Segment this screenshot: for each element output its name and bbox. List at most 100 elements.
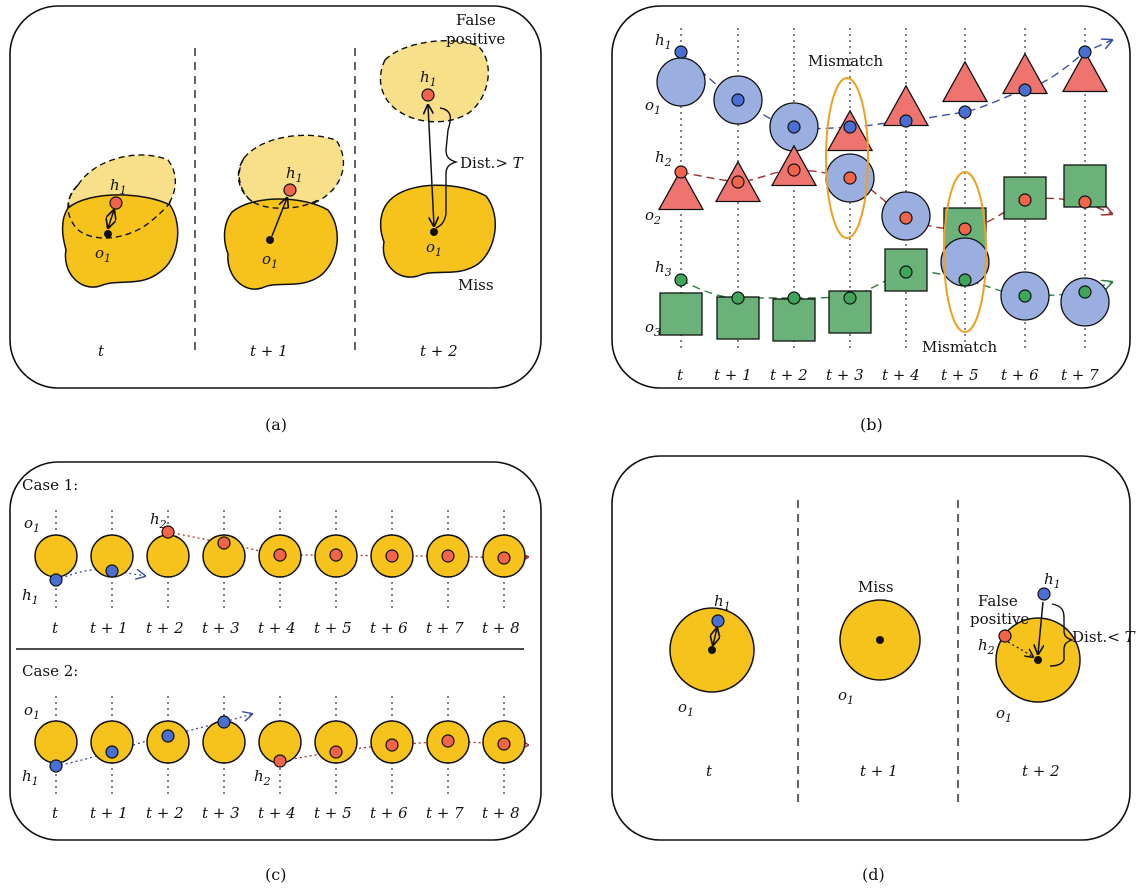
case1-label: Case 1: <box>22 476 78 494</box>
hypothesis-marker <box>273 754 287 768</box>
case1-time-label: t + 3 <box>202 619 240 637</box>
hypothesis-marker <box>497 737 511 751</box>
hypothesis-marker <box>105 564 119 578</box>
svg-text:h1: h1 <box>110 176 127 197</box>
hypothesis-marker <box>958 222 972 236</box>
svg-text:h2: h2 <box>655 148 672 169</box>
case1-time-label: t <box>52 619 59 637</box>
hypothesis-marker <box>329 745 343 759</box>
hypothesis-marker <box>674 45 688 59</box>
hypothesis-marker <box>283 183 297 197</box>
panel-a: h1 o1 t h1 o1 t + 1 h1 o1 False positive… <box>9 5 542 389</box>
svg-text:o1: o1 <box>262 250 278 271</box>
case1-time-label: t + 1 <box>90 619 128 637</box>
case1-time-label: t + 7 <box>426 619 464 637</box>
hypothesis-marker <box>1018 83 1032 97</box>
svg-text:h1: h1 <box>420 68 437 89</box>
panel-d: h1 o1 t Miss o1 t + 1 h1 h2 o1 False pos… <box>611 455 1136 841</box>
false-positive-region <box>379 40 489 123</box>
svg-text:h1: h1 <box>1044 570 1061 591</box>
caption-c: (c) <box>265 865 286 884</box>
hypothesis-marker <box>958 105 972 119</box>
hypothesis-marker <box>329 548 343 562</box>
square-object <box>772 298 816 342</box>
hypothesis-marker <box>787 163 801 177</box>
object-circle <box>146 534 190 578</box>
svg-text:h1: h1 <box>286 164 303 185</box>
panel-b-time-label: t + 6 <box>1001 366 1039 384</box>
svg-text:h2: h2 <box>150 510 167 531</box>
hypothesis-marker <box>843 120 857 134</box>
object-circle <box>34 720 78 764</box>
caption-d: (d) <box>862 865 885 884</box>
panel-a-time-t2: t + 2 <box>420 342 458 360</box>
circle-object <box>656 57 706 107</box>
object-center <box>104 230 112 238</box>
caption-b: (b) <box>860 415 883 434</box>
panel-c-frame <box>9 461 542 841</box>
svg-text:h1: h1 <box>22 767 39 788</box>
miss-label: Miss <box>858 578 894 596</box>
hypothesis-marker <box>273 548 287 562</box>
panel-b-time-label: t + 1 <box>714 366 752 384</box>
svg-text:o1: o1 <box>95 244 111 265</box>
miss-label: Miss <box>458 276 494 294</box>
panel-a-time-t: t <box>98 342 105 360</box>
square-object <box>659 292 703 336</box>
obj-label: o <box>95 244 104 262</box>
hypothesis-marker <box>711 614 725 628</box>
hypothesis-marker <box>674 273 688 287</box>
object-center <box>266 236 274 244</box>
panel-b: Mismatch Mismatch h1 o1 h2 o2 h3 o3 t t +… <box>611 5 1131 389</box>
case2-time-label: t + 6 <box>370 804 408 822</box>
hypothesis-marker <box>1018 193 1032 207</box>
case2-time-label: t + 7 <box>426 804 464 822</box>
panel-b-time-label: t <box>677 366 684 384</box>
panel-b-time-label: t + 3 <box>826 366 864 384</box>
mismatch-label-bottom: Mismatch <box>922 338 997 356</box>
false-positive-label-1: False <box>978 592 1018 610</box>
object-circle <box>90 720 134 764</box>
hypothesis-marker <box>843 171 857 185</box>
svg-text:t: t <box>706 762 713 780</box>
svg-text:t + 1: t + 1 <box>860 762 898 780</box>
hypothesis-marker <box>161 729 175 743</box>
svg-text:o1: o1 <box>678 698 694 719</box>
object-circle <box>34 534 78 578</box>
mismatch-ellipse <box>825 77 869 239</box>
hypothesis-marker <box>217 536 231 550</box>
svg-text:t + 2: t + 2 <box>1022 762 1060 780</box>
triangle-object <box>941 60 989 103</box>
circle-object <box>1060 277 1110 327</box>
hypothesis-marker <box>787 291 801 305</box>
hypothesis-marker <box>421 88 435 102</box>
hypothesis-marker <box>899 265 913 279</box>
panel-c: Case 1: Case 2: o1 h1 h2 o1 h1 h2 t t t + … <box>9 461 542 841</box>
panel-a-time-t1: t + 1 <box>250 342 288 360</box>
hypothesis-marker <box>109 196 123 210</box>
hypothesis-marker <box>843 291 857 305</box>
svg-text:o1: o1 <box>645 96 661 117</box>
svg-text:o1: o1 <box>838 686 854 707</box>
case2-time-label: t + 1 <box>90 804 128 822</box>
case2-time-label: t <box>52 804 59 822</box>
panel-b-time-label: t + 7 <box>1061 366 1099 384</box>
svg-text:o1: o1 <box>426 238 442 259</box>
object-region <box>61 194 179 288</box>
triangle-object <box>1061 50 1109 93</box>
hypothesis-marker <box>787 120 801 134</box>
svg-text:o1: o1 <box>24 701 40 722</box>
hypothesis-marker <box>958 273 972 287</box>
svg-text:h1: h1 <box>22 586 39 607</box>
svg-text:o2: o2 <box>645 206 661 227</box>
false-positive-label-2: positive <box>970 610 1029 628</box>
hypothesis-marker <box>385 549 399 563</box>
hypothesis-marker <box>1078 45 1092 59</box>
hypothesis-marker <box>441 549 455 563</box>
hypothesis-marker <box>1078 195 1092 209</box>
caption-a: (a) <box>265 415 287 434</box>
case2-time-label: t + 4 <box>258 804 296 822</box>
hypothesis-marker <box>161 525 175 539</box>
object-region <box>223 198 338 290</box>
svg-text:o1: o1 <box>24 514 40 535</box>
